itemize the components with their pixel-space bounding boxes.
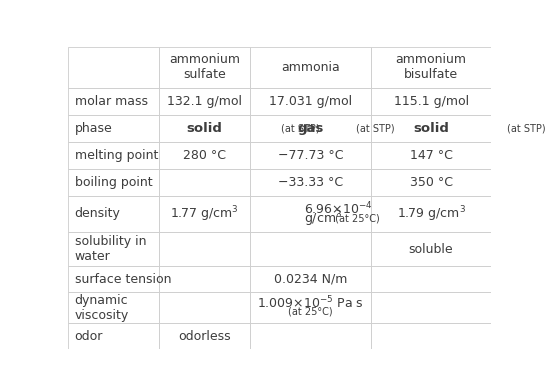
Bar [371,266,491,292]
Bar [159,47,250,87]
Bar [371,87,491,114]
Bar [68,142,159,169]
Bar [68,196,159,232]
Bar [371,232,491,266]
Bar [159,114,250,142]
Bar [250,196,371,232]
Bar [68,87,159,114]
Text: ammonium
bisulfate: ammonium bisulfate [396,53,467,81]
Bar [250,323,371,349]
Bar [68,232,159,266]
Text: ammonia: ammonia [281,61,340,74]
Text: molar mass: molar mass [75,94,147,107]
Bar [371,292,491,323]
Bar [250,87,371,114]
Text: 6.96×10$^{-4}$: 6.96×10$^{-4}$ [305,200,373,217]
Bar [68,292,159,323]
Text: solid: solid [413,122,449,134]
Bar [159,266,250,292]
Text: solid: solid [187,122,223,134]
Text: surface tension: surface tension [75,272,171,285]
Text: (at STP): (at STP) [507,124,546,134]
Text: phase: phase [75,122,112,134]
Text: 115.1 g/mol: 115.1 g/mol [394,94,468,107]
Text: 1.009×10$^{-5}$ Pa s: 1.009×10$^{-5}$ Pa s [257,295,364,312]
Bar [371,47,491,87]
Text: odorless: odorless [179,330,231,343]
Text: 350 °C: 350 °C [410,176,453,189]
Text: odor: odor [75,330,103,343]
Text: 1.77 g/cm$^3$: 1.77 g/cm$^3$ [170,204,239,223]
Bar [68,114,159,142]
Bar [250,169,371,196]
Bar [68,266,159,292]
Text: 17.031 g/mol: 17.031 g/mol [269,94,352,107]
Text: dynamic
viscosity: dynamic viscosity [75,294,129,321]
Bar [250,266,371,292]
Text: −33.33 °C: −33.33 °C [278,176,343,189]
Text: g/cm$^3$: g/cm$^3$ [305,209,343,229]
Bar [250,47,371,87]
Text: −77.73 °C: −77.73 °C [278,149,343,162]
Text: (at STP): (at STP) [281,124,320,134]
Text: (at 25°C): (at 25°C) [332,214,379,224]
Bar [68,323,159,349]
Text: 147 °C: 147 °C [410,149,453,162]
Bar [250,232,371,266]
Text: gas: gas [298,122,324,134]
Text: 280 °C: 280 °C [183,149,226,162]
Text: 132.1 g/mol: 132.1 g/mol [167,94,242,107]
Text: solubility in
water: solubility in water [75,235,146,263]
Bar [371,196,491,232]
Text: (at 25°C): (at 25°C) [288,307,333,317]
Bar [250,292,371,323]
Bar [371,323,491,349]
Text: density: density [75,207,121,220]
Text: boiling point: boiling point [75,176,152,189]
Bar [250,114,371,142]
Bar [68,47,159,87]
Bar [250,142,371,169]
Bar [159,196,250,232]
Text: ammonium
sulfate: ammonium sulfate [169,53,240,81]
Text: soluble: soluble [409,243,453,256]
Text: 0.0234 N/m: 0.0234 N/m [274,272,347,285]
Bar [159,142,250,169]
Bar [371,114,491,142]
Text: melting point: melting point [75,149,158,162]
Bar [68,169,159,196]
Text: 1.79 g/cm$^3$: 1.79 g/cm$^3$ [396,204,466,223]
Bar [371,142,491,169]
Bar [159,232,250,266]
Text: (at STP): (at STP) [357,124,395,134]
Bar [159,169,250,196]
Bar [159,292,250,323]
Bar [371,169,491,196]
Bar [159,87,250,114]
Bar [159,323,250,349]
